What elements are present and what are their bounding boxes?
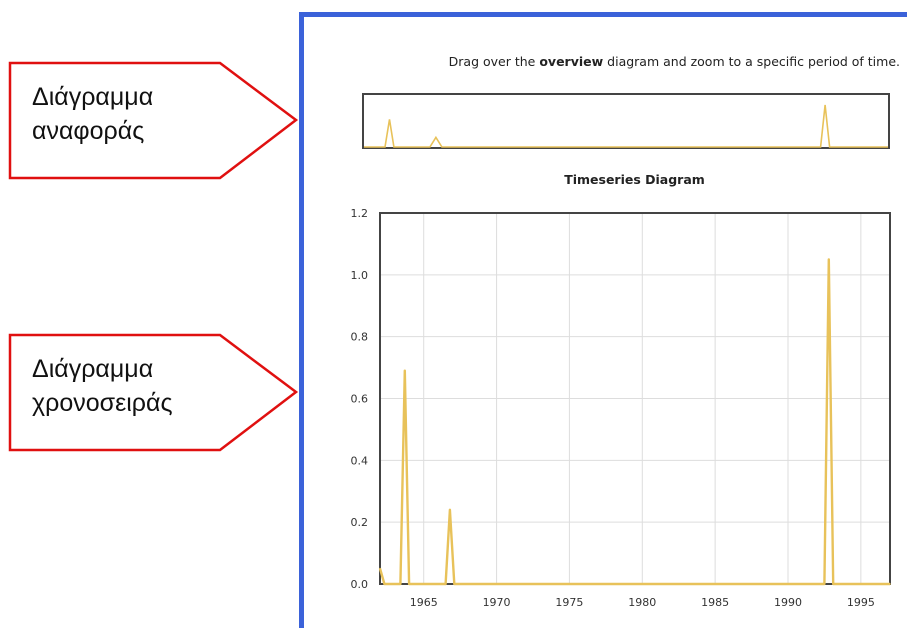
overview-frame — [362, 93, 890, 149]
y-tick-label: 0.0 — [351, 578, 369, 591]
data-point — [889, 583, 891, 585]
overview-series-line — [364, 104, 888, 148]
overview-chart[interactable] — [362, 93, 890, 149]
data-point — [386, 583, 389, 585]
instruction-text: Drag over the overview diagram and zoom … — [400, 54, 900, 69]
data-point — [383, 583, 386, 585]
callout-overview: Διάγραμμα αναφοράς — [0, 61, 300, 242]
timeseries-chart[interactable]: 1965 1970 1975 1980 1985 1990 1995 0.0 0.2 0.4 0.6… — [325, 200, 900, 620]
chart-title: Timeseries Diagram — [564, 172, 705, 187]
x-tick-label: 1965 — [410, 596, 438, 609]
x-tick-label: 1980 — [628, 596, 656, 609]
data-point — [828, 258, 830, 261]
series-line — [378, 258, 890, 586]
y-tick-label: 0.2 — [351, 516, 369, 529]
data-point — [453, 583, 456, 585]
instruction-bold: overview — [539, 54, 604, 69]
y-tick-label: 0.4 — [351, 454, 369, 467]
y-tick-label: 0.6 — [351, 393, 369, 406]
data-point — [832, 583, 834, 585]
data-point — [823, 583, 826, 585]
x-tick-label: 1970 — [483, 596, 511, 609]
instruction-prefix: Drag over the — [448, 54, 540, 69]
instruction-suffix: diagram and zoom to a specific period of… — [603, 54, 900, 69]
y-tick-label: 1.2 — [351, 207, 369, 220]
data-point — [399, 583, 402, 585]
data-point — [379, 567, 381, 570]
x-tick-label: 1995 — [847, 596, 875, 609]
y-tick-label: 1.0 — [351, 269, 369, 282]
data-point — [403, 369, 406, 372]
x-tick-label: 1985 — [701, 596, 729, 609]
callout-timeseries-shape — [8, 333, 299, 452]
data-point — [449, 509, 451, 511]
x-tick-label: 1990 — [774, 596, 802, 609]
y-tick-label: 0.8 — [351, 331, 369, 344]
callout-timeseries-label: Διάγραμμα χρονοσειράς — [32, 355, 173, 417]
data-point — [408, 583, 410, 585]
callout-overview-shape — [8, 61, 299, 180]
callout-overview-label: Διάγραμμα αναφοράς — [32, 83, 154, 145]
page-frame — [299, 12, 907, 628]
data-point — [444, 583, 447, 585]
callout-timeseries: Διάγραμμα χρονοσειράς — [0, 333, 300, 514]
x-tick-label: 1975 — [555, 596, 583, 609]
